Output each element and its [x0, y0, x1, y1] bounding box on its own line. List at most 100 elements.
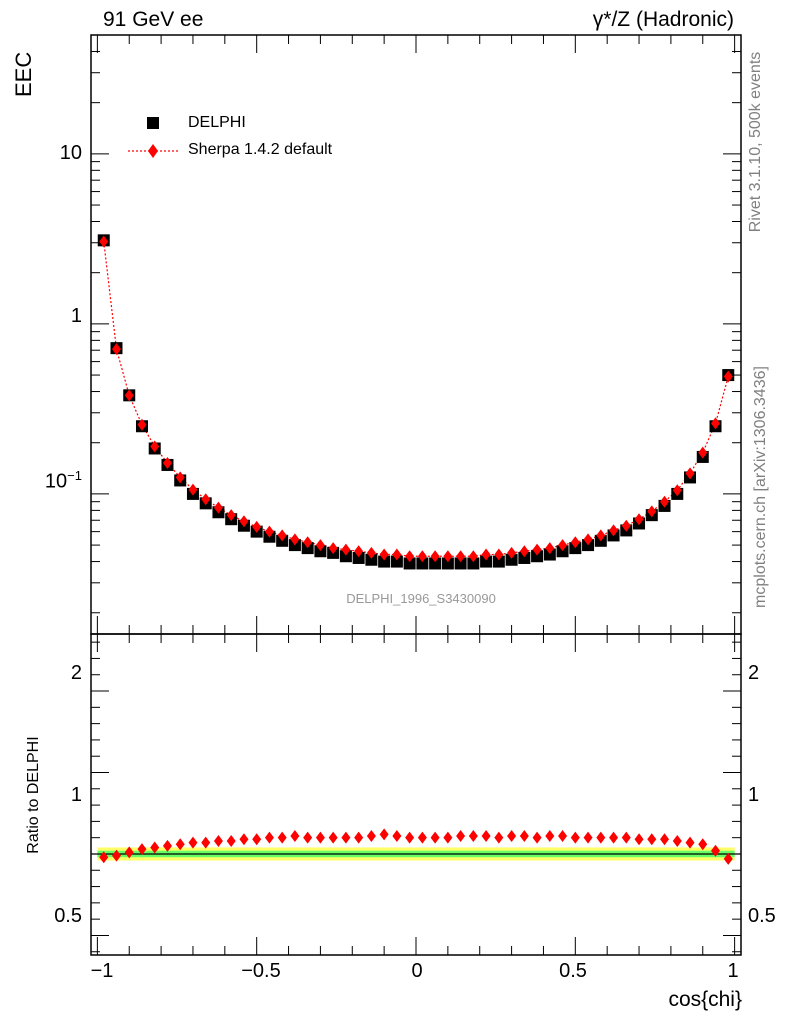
- data-point: [505, 553, 518, 566]
- data-point: [518, 551, 531, 564]
- mc-point: [723, 370, 733, 383]
- mc-point: [213, 501, 223, 514]
- ratio-point: [239, 833, 249, 846]
- ratio-point: [354, 831, 364, 844]
- legend-mc-marker: [148, 144, 158, 158]
- ratio-point: [443, 831, 453, 844]
- analysis-id: DELPHI_1996_S3430090: [346, 591, 496, 606]
- ratio-point: [341, 831, 351, 844]
- legend-markers: [128, 117, 178, 158]
- rtick-2-right: 2: [748, 662, 760, 684]
- data-point: [314, 545, 327, 558]
- ratio-point: [698, 838, 708, 851]
- data-point: [492, 555, 505, 568]
- ratio-point: [558, 830, 568, 843]
- mc-point: [201, 493, 211, 506]
- ratio-frame: [90, 633, 742, 956]
- ratio-point: [366, 830, 376, 843]
- rtick-1-left: 1: [70, 784, 82, 806]
- mc-point: [392, 548, 402, 561]
- mc-point: [137, 418, 147, 431]
- ytick-0.1-exp: −1: [67, 468, 82, 483]
- mc-point: [443, 550, 453, 563]
- mc-point: [417, 550, 427, 563]
- data-point: [365, 553, 378, 566]
- mc-point: [634, 513, 644, 526]
- mc-point: [456, 550, 466, 563]
- mc-point: [188, 483, 198, 496]
- xlabel: cos{chi}: [668, 988, 742, 1011]
- mc-point: [583, 533, 593, 546]
- ratio-point: [111, 849, 121, 862]
- mc-point: [315, 539, 325, 552]
- ratio-point: [137, 843, 147, 856]
- mc-point: [698, 446, 708, 459]
- ratio-point: [468, 830, 478, 843]
- mc-point: [532, 543, 542, 556]
- data-point: [531, 550, 544, 563]
- mc-point: [150, 440, 160, 453]
- ratio-point: [583, 831, 593, 844]
- mc-point: [252, 520, 262, 533]
- mc-point: [558, 539, 568, 552]
- mc-point: [175, 471, 185, 484]
- data-point: [416, 557, 429, 570]
- mc-point: [328, 542, 338, 555]
- rtick-0.5-left: 0.5: [54, 905, 82, 927]
- mc-point: [341, 543, 351, 556]
- ratio-point: [456, 830, 466, 843]
- mc-point: [277, 529, 287, 542]
- ratio-point: [430, 831, 440, 844]
- ratio-point: [596, 831, 606, 844]
- data-point: [543, 548, 556, 561]
- ratio-point: [124, 846, 134, 859]
- rtick-1-right: 1: [748, 784, 760, 806]
- ratio-point: [162, 839, 172, 852]
- ratio-point: [175, 838, 185, 851]
- data-point: [339, 550, 352, 563]
- ratio-point: [711, 844, 721, 857]
- ratio-point: [213, 834, 223, 847]
- top-frame: [90, 34, 742, 635]
- xtick-0: 0: [411, 960, 423, 982]
- legend-data-label: DELPHI: [188, 114, 246, 131]
- ratio-point: [634, 833, 644, 846]
- ratio-point: [328, 831, 338, 844]
- ratio-point: [188, 836, 198, 849]
- data-point: [378, 555, 391, 568]
- data-point: [352, 551, 365, 564]
- header-left: 91 GeV ee: [103, 8, 204, 31]
- header-right: γ*/Z (Hadronic): [592, 8, 734, 31]
- mc-point: [711, 417, 721, 430]
- ratio-point: [519, 830, 529, 843]
- data-point: [454, 557, 467, 570]
- mc-point: [570, 536, 580, 549]
- mc-point: [685, 467, 695, 480]
- ratio-point: [609, 831, 619, 844]
- ratio-point: [570, 831, 580, 844]
- mc-point: [609, 524, 619, 537]
- mc-point: [239, 515, 249, 528]
- mc-point: [494, 548, 504, 561]
- mc-point: [162, 456, 172, 469]
- data-point: [480, 555, 493, 568]
- ratio-point: [290, 830, 300, 843]
- mc-point: [672, 484, 682, 497]
- ratio-point: [405, 831, 415, 844]
- mc-point: [660, 495, 670, 508]
- mc-point: [481, 548, 491, 561]
- rtick-2-left: 2: [70, 662, 82, 684]
- mc-point: [111, 343, 121, 356]
- ratio-point: [150, 841, 160, 854]
- mc-point: [430, 550, 440, 563]
- mc-point: [226, 509, 236, 522]
- mc-point: [124, 389, 134, 402]
- legend: DELPHI Sherpa 1.4.2 default: [120, 112, 380, 172]
- ratio-point: [392, 830, 402, 843]
- ratio-point: [226, 834, 236, 847]
- data-point: [467, 557, 480, 570]
- data-point: [441, 557, 454, 570]
- ytick-0.1: 10−1: [45, 468, 82, 494]
- data-point: [403, 557, 416, 570]
- ratio-point: [315, 831, 325, 844]
